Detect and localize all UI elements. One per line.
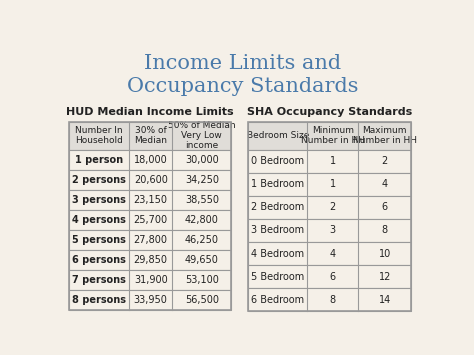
Bar xyxy=(69,250,231,270)
Bar xyxy=(69,149,231,170)
Bar xyxy=(69,270,231,290)
Text: 49,650: 49,650 xyxy=(185,255,219,265)
Text: 0 Bedroom: 0 Bedroom xyxy=(251,156,304,166)
Text: 1: 1 xyxy=(330,179,336,189)
Text: 2: 2 xyxy=(330,202,336,212)
Text: 53,100: 53,100 xyxy=(185,275,219,285)
Text: 12: 12 xyxy=(379,272,391,282)
Text: 23,150: 23,150 xyxy=(134,195,168,205)
Bar xyxy=(69,290,231,310)
Text: 56,500: 56,500 xyxy=(185,295,219,305)
Bar xyxy=(248,149,411,173)
Text: 25,700: 25,700 xyxy=(134,215,168,225)
Text: 27,800: 27,800 xyxy=(134,235,168,245)
Text: 3: 3 xyxy=(330,225,336,235)
Bar xyxy=(69,210,231,230)
Text: SHA Occupancy Standards: SHA Occupancy Standards xyxy=(247,107,412,117)
Text: HUD Median Income Limits: HUD Median Income Limits xyxy=(66,107,234,117)
Bar xyxy=(248,288,411,311)
Text: 38,550: 38,550 xyxy=(185,195,219,205)
Text: 18,000: 18,000 xyxy=(134,155,168,165)
Text: 8: 8 xyxy=(382,225,388,235)
Text: 34,250: 34,250 xyxy=(185,175,219,185)
Bar xyxy=(248,122,411,149)
Text: 50% of Median
Very Low
income: 50% of Median Very Low income xyxy=(168,121,236,150)
Text: 30% of
Median: 30% of Median xyxy=(134,126,167,145)
Text: 42,800: 42,800 xyxy=(185,215,219,225)
Text: 14: 14 xyxy=(379,295,391,305)
Text: 30,000: 30,000 xyxy=(185,155,219,165)
Bar xyxy=(248,173,411,196)
Text: 1 Bedroom: 1 Bedroom xyxy=(251,179,304,189)
Text: 2: 2 xyxy=(382,156,388,166)
Text: 6 Bedroom: 6 Bedroom xyxy=(251,295,304,305)
Text: 3 Bedroom: 3 Bedroom xyxy=(251,225,304,235)
Bar xyxy=(69,170,231,190)
Bar xyxy=(248,122,411,311)
Text: 1 person: 1 person xyxy=(75,155,123,165)
Text: 6 persons: 6 persons xyxy=(72,255,126,265)
Text: 2 persons: 2 persons xyxy=(72,175,126,185)
Text: 8: 8 xyxy=(330,295,336,305)
Text: Income Limits and
Occupancy Standards: Income Limits and Occupancy Standards xyxy=(127,54,359,96)
Text: Bedroom Size: Bedroom Size xyxy=(246,131,309,140)
Bar xyxy=(248,196,411,219)
Text: 5 persons: 5 persons xyxy=(72,235,126,245)
Bar xyxy=(248,219,411,242)
Text: 6: 6 xyxy=(382,202,388,212)
Text: 20,600: 20,600 xyxy=(134,175,168,185)
Bar xyxy=(248,242,411,265)
Text: Minimum
Number in HH: Minimum Number in HH xyxy=(301,126,365,145)
Text: 46,250: 46,250 xyxy=(185,235,219,245)
Text: 6: 6 xyxy=(330,272,336,282)
Text: 4 Bedroom: 4 Bedroom xyxy=(251,248,304,258)
Text: 31,900: 31,900 xyxy=(134,275,168,285)
Text: 7 persons: 7 persons xyxy=(72,275,126,285)
Bar xyxy=(69,190,231,210)
Text: Maximum
Number in HH: Maximum Number in HH xyxy=(353,126,417,145)
Bar xyxy=(69,122,231,149)
Bar xyxy=(69,122,231,310)
Text: 8 persons: 8 persons xyxy=(72,295,126,305)
Text: 3 persons: 3 persons xyxy=(72,195,126,205)
Bar xyxy=(248,265,411,288)
Text: 5 Bedroom: 5 Bedroom xyxy=(251,272,304,282)
Text: 10: 10 xyxy=(379,248,391,258)
Text: 4 persons: 4 persons xyxy=(72,215,126,225)
Text: 2 Bedroom: 2 Bedroom xyxy=(251,202,304,212)
Text: 4: 4 xyxy=(382,179,388,189)
Text: 4: 4 xyxy=(330,248,336,258)
Bar xyxy=(69,230,231,250)
Text: 29,850: 29,850 xyxy=(134,255,168,265)
Text: 33,950: 33,950 xyxy=(134,295,168,305)
Text: 1: 1 xyxy=(330,156,336,166)
Text: Number In
Household: Number In Household xyxy=(75,126,123,145)
